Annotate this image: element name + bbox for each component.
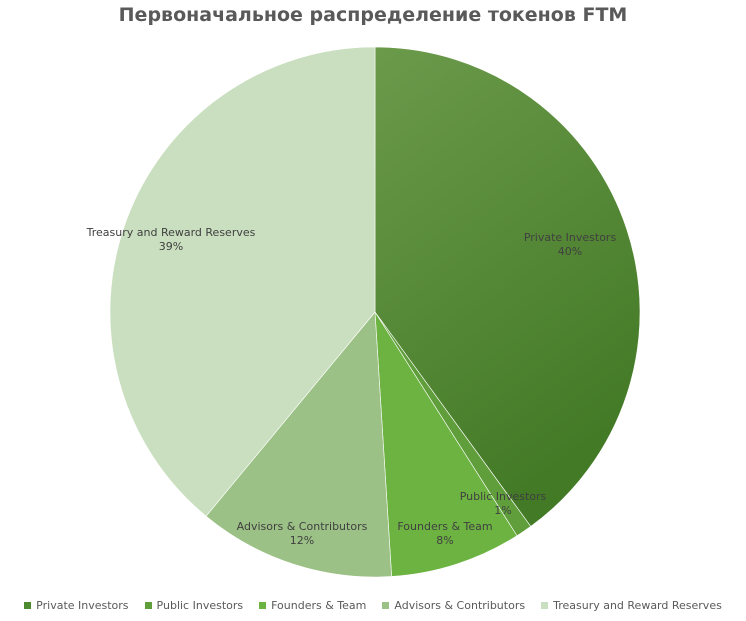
legend-item-private-investors: Private Investors [24, 598, 129, 612]
legend-item-founders-team: Founders & Team [259, 599, 366, 612]
chart-title: Первоначальное распределение токенов FTM [118, 4, 628, 26]
data-label-advisors-contributors: Advisors & Contributors 12% [237, 520, 368, 547]
pie-slice-founders-team [374, 311, 518, 577]
data-label-private-investors: Private Investors 40% [524, 231, 617, 258]
legend-label: Public Investors [156, 598, 244, 612]
legend-swatch [24, 601, 32, 609]
legend-item-public-investors: Public Investors [144, 598, 244, 612]
legend-swatch [382, 601, 390, 609]
legend-swatch [541, 601, 549, 609]
data-label-public-investors: Public Investors 1% [460, 490, 547, 517]
legend-item-advisors-contributors: Advisors & Contributors [382, 599, 525, 612]
legend-label: Advisors & Contributors [394, 598, 526, 612]
legend-label: Treasury and Reward Reserves [553, 598, 722, 612]
pie-slice-advisors-contributors [205, 311, 392, 578]
legend: Private Investors Public Investors Found… [0, 596, 746, 614]
legend-swatch [259, 601, 267, 609]
data-label-treasury-reserves: Treasury and Reward Reserves 39% [86, 226, 256, 253]
legend-swatch [144, 601, 152, 609]
data-label-founders-team: Founders & Team 8% [397, 520, 492, 547]
legend-label: Founders & Team [271, 598, 367, 612]
legend-label: Private Investors [36, 598, 129, 612]
legend-item-treasury-reserves: Treasury and Reward Reserves [541, 599, 722, 612]
pie-slice-private-investors [374, 46, 641, 527]
pie-slice-treasury-reserves [109, 46, 376, 517]
